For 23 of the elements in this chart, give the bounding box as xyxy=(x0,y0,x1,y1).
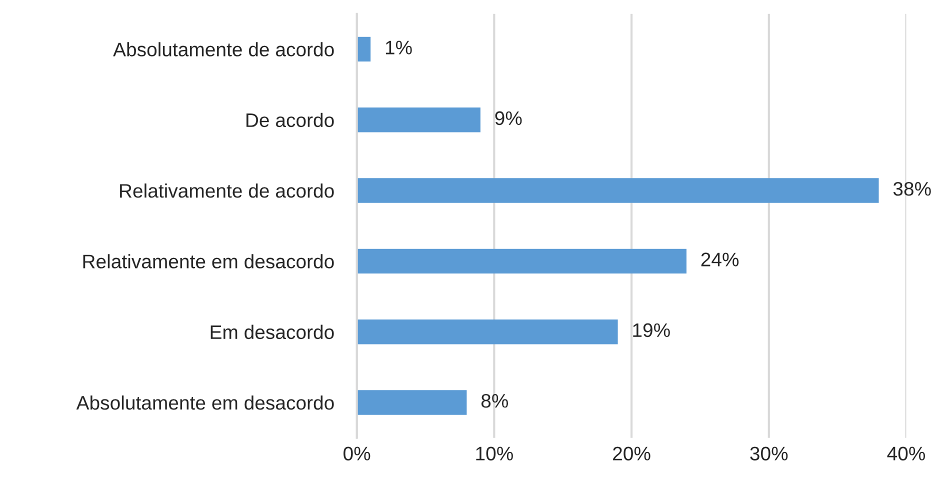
x-tick-label: 30% xyxy=(750,446,788,460)
bar xyxy=(356,36,371,62)
x-tick-label: 0% xyxy=(344,446,370,460)
data-label: 38% xyxy=(893,182,931,196)
x-tick-label: 40% xyxy=(887,446,926,460)
data-label: 1% xyxy=(386,40,412,54)
bar xyxy=(356,248,686,274)
y-tick-label: Relativamente em desacordo xyxy=(83,254,334,268)
x-tick-label: 20% xyxy=(613,446,650,460)
y-tick-label: Absolutamente em desacordo xyxy=(76,395,334,410)
bar xyxy=(356,390,467,415)
bar xyxy=(356,178,879,203)
data-label: 8% xyxy=(481,394,508,408)
data-label: 9% xyxy=(495,111,522,126)
bar xyxy=(356,319,618,344)
x-tick-label: 10% xyxy=(476,446,513,460)
y-tick-label: Relativamente de acordo xyxy=(120,183,334,198)
data-label: 19% xyxy=(633,323,670,338)
bar xyxy=(356,107,480,132)
y-tick-label: Em desacordo xyxy=(210,324,334,340)
data-label: 24% xyxy=(701,252,739,266)
y-tick-label: Absolutamente de acordo xyxy=(113,42,334,56)
y-tick-label: De acordo xyxy=(246,112,334,128)
